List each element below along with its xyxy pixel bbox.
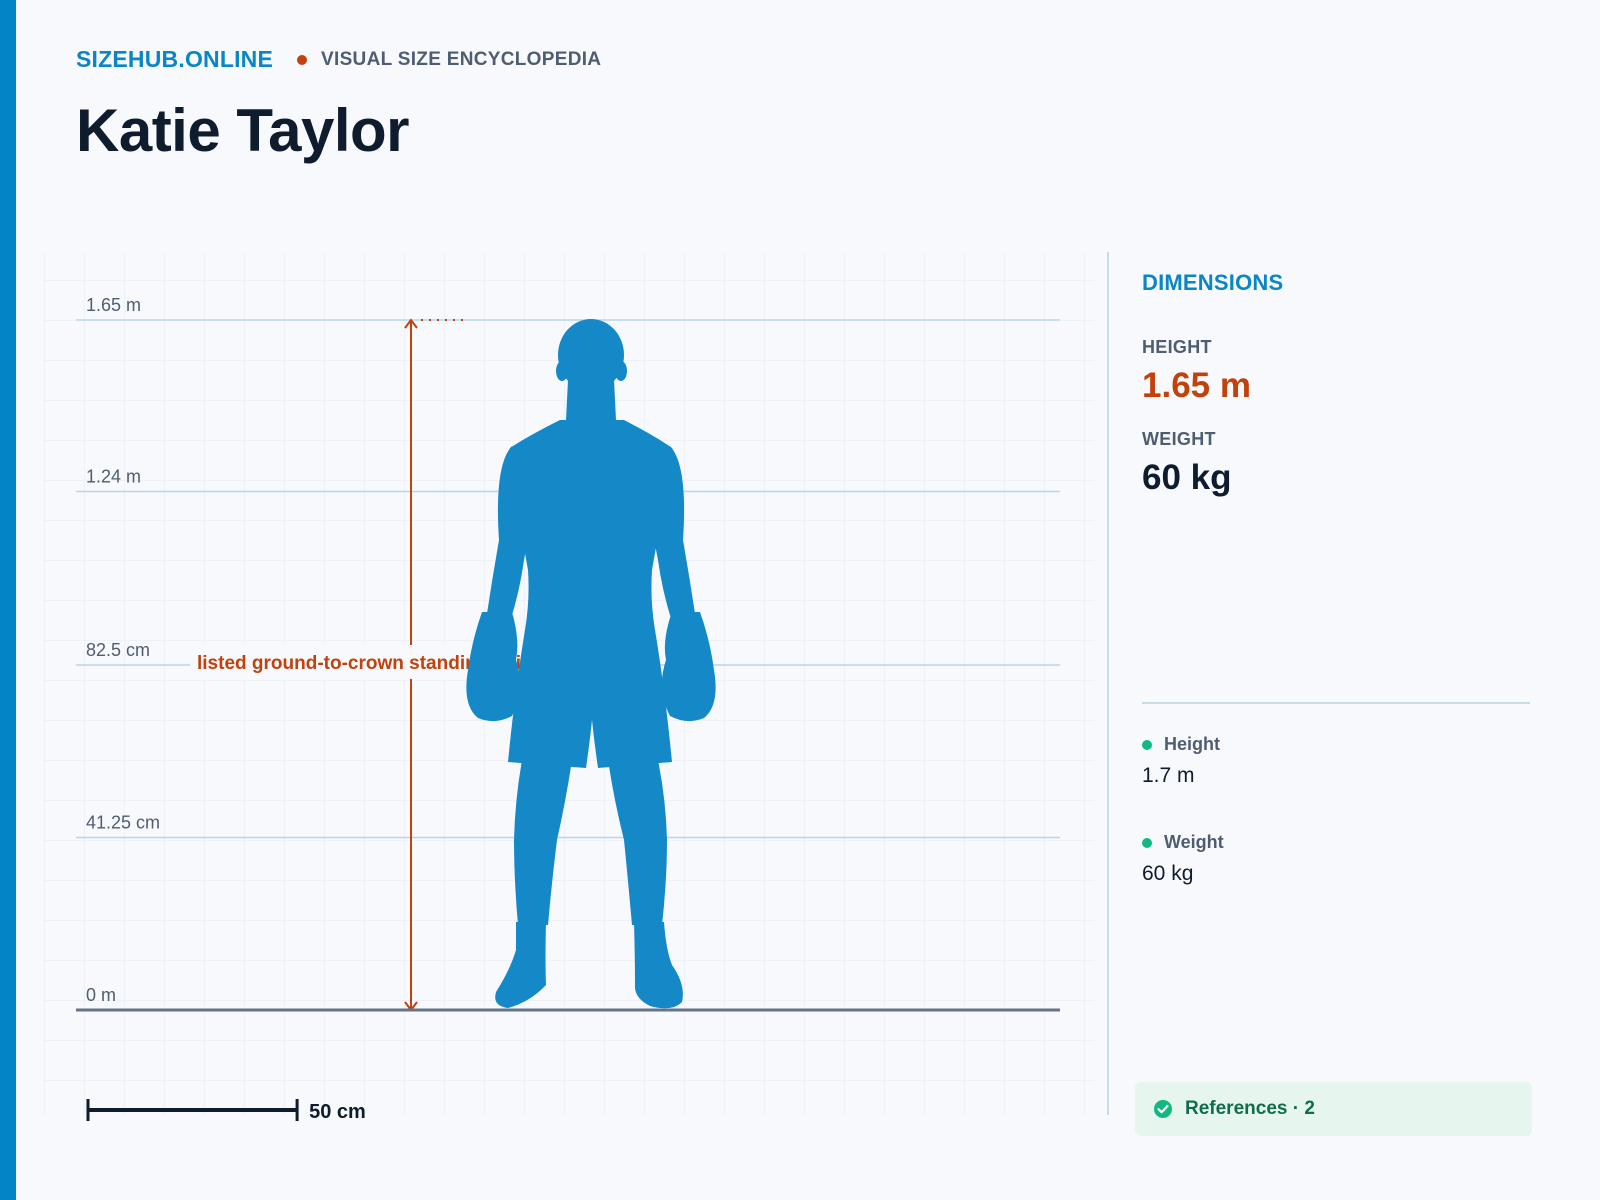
site-brand-link[interactable]: SIZEHUB.ONLINE bbox=[76, 46, 274, 72]
verified-dot bbox=[1142, 739, 1152, 750]
page-title: Katie Taylor bbox=[76, 97, 410, 164]
measure-arrow-top bbox=[404, 318, 418, 329]
verified-dot bbox=[1142, 837, 1152, 848]
panel-divider bbox=[1107, 252, 1109, 1115]
ref-height-row: Height bbox=[1142, 734, 1220, 755]
height-label: HEIGHT bbox=[1142, 337, 1212, 357]
site-tagline: VISUAL SIZE ENCYCLOPEDIA bbox=[321, 48, 602, 70]
ref-weight-value: 60 kg bbox=[1142, 862, 1194, 885]
ref-height-label: Height bbox=[1164, 734, 1220, 754]
references-label: References · 2 bbox=[1185, 1098, 1315, 1119]
ref-weight-label: Weight bbox=[1164, 832, 1224, 852]
silhouette-ear-left bbox=[556, 361, 568, 381]
height-value: 1.65 m bbox=[1142, 366, 1251, 405]
silhouette-leg-right bbox=[608, 760, 667, 925]
dimensions-title: DIMENSIONS bbox=[1142, 270, 1284, 295]
scale-bar-label: 50 cm bbox=[309, 1101, 366, 1123]
weight-value: 60 kg bbox=[1142, 458, 1232, 497]
silhouette-arm-right bbox=[650, 446, 696, 622]
dimensions-panel: DIMENSIONS HEIGHT 1.65 m WEIGHT 60 kg He… bbox=[1142, 252, 1532, 1132]
y-tick-label: 1.65 m bbox=[86, 295, 141, 315]
silhouette-head bbox=[558, 319, 624, 391]
brand-separator-dot bbox=[297, 54, 308, 65]
measure-annotation: listed ground-to-crown standing height bbox=[197, 653, 551, 674]
check-circle-icon bbox=[1153, 1099, 1173, 1119]
ref-weight-row: Weight bbox=[1142, 832, 1224, 853]
scale-bar: 50 cm bbox=[86, 1099, 366, 1123]
height-chart: 0 m 41.25 cm 82.5 cm 1.24 m 1.65 m listed gr… bbox=[44, 252, 1094, 1123]
panel-rule bbox=[1142, 702, 1530, 704]
silhouette-arm-left bbox=[486, 446, 532, 622]
silhouette-leg-left bbox=[514, 760, 572, 925]
y-tick-label: 41.25 cm bbox=[86, 813, 160, 833]
silhouette-boot-left bbox=[495, 922, 546, 1008]
references-button[interactable]: References · 2 bbox=[1135, 1082, 1532, 1136]
weight-label: WEIGHT bbox=[1142, 429, 1216, 449]
silhouette-glove-right bbox=[661, 612, 716, 722]
silhouette-torso bbox=[499, 420, 683, 768]
silhouette-boot-right bbox=[634, 922, 683, 1009]
silhouette-neck bbox=[566, 380, 616, 420]
person-silhouette bbox=[466, 319, 716, 1009]
ref-height-value: 1.7 m bbox=[1142, 764, 1195, 787]
brand-row: SIZEHUB.ONLINE VISUAL SIZE ENCYCLOPEDIA bbox=[76, 46, 601, 73]
y-tick-label: 82.5 cm bbox=[86, 640, 150, 660]
y-tick-label: 0 m bbox=[86, 985, 116, 1005]
silhouette-ear-right bbox=[615, 361, 627, 381]
accent-bar bbox=[0, 0, 16, 1200]
y-tick-label: 1.24 m bbox=[86, 466, 141, 486]
silhouette-glove-left bbox=[466, 612, 521, 722]
